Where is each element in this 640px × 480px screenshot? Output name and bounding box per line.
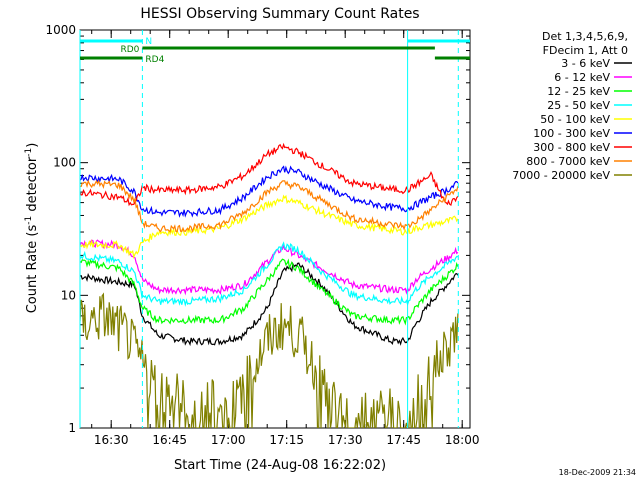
legend-label: 3 - 6 keV	[561, 57, 610, 70]
y-label-exp1: -1	[24, 216, 34, 225]
x-axis-label: Start Time (24-Aug-08 16:22:02)	[174, 458, 386, 473]
x-tick-label: 16:30	[94, 433, 129, 447]
legend: Det 1,3,4,5,6,9,FDecim 1, Att 03 - 6 keV…	[512, 30, 632, 182]
x-tick-label: 16:45	[152, 433, 187, 447]
legend-label: 300 - 800 keV	[533, 141, 610, 154]
legend-header: Det 1,3,4,5,6,9,	[542, 30, 628, 43]
legend-label: 25 - 50 keV	[547, 99, 610, 112]
plot-area: 1 10 100 1000 16:30 16:45 17:00 17:15 17:30 17:45…	[45, 23, 479, 447]
y-label-prefix: Count Rate (s	[25, 225, 40, 314]
y-axis-label: Count Rate (s-1 detector-1)	[24, 143, 40, 314]
legend-header: FDecim 1, Att 0	[543, 44, 628, 57]
x-tick-label: 17:00	[211, 433, 246, 447]
series-line	[80, 262, 459, 347]
series-line	[80, 292, 459, 428]
flag-label-rd0: RD0	[120, 45, 139, 55]
series-line	[80, 165, 459, 218]
series-group	[80, 142, 459, 428]
footer-timestamp: 18-Dec-2009 21:34	[559, 468, 636, 477]
y-tick-label: 100	[53, 156, 76, 170]
x-tick-label: 18:00	[445, 433, 480, 447]
x-tick-label: 17:45	[386, 433, 421, 447]
x-tick-label: 17:15	[269, 433, 304, 447]
y-tick-label: 1000	[45, 23, 76, 37]
series-line	[80, 239, 459, 296]
series-line	[80, 142, 459, 207]
y-label-suffix: )	[25, 143, 40, 148]
y-label-exp2: -1	[24, 148, 34, 157]
series-line	[80, 179, 459, 234]
legend-label: 6 - 12 keV	[554, 71, 610, 84]
chart-title: HESSI Observing Summary Count Rates	[140, 6, 419, 22]
series-line	[80, 241, 458, 307]
flag-label-n: N	[145, 37, 152, 47]
flag-label-rd4: RD4	[145, 55, 164, 65]
plot-frame	[79, 29, 471, 429]
legend-label: 50 - 100 keV	[540, 113, 610, 126]
series-line	[80, 258, 459, 326]
x-tick-label: 17:30	[328, 433, 363, 447]
series-line	[80, 194, 459, 260]
y-label-middle: detector	[25, 156, 40, 216]
y-tick-label: 10	[61, 288, 76, 302]
y-tick-label: 1	[68, 421, 76, 435]
legend-label: 100 - 300 keV	[533, 127, 610, 140]
legend-label: 12 - 25 keV	[547, 85, 610, 98]
legend-label: 800 - 7000 keV	[526, 155, 610, 168]
legend-label: 7000 - 20000 keV	[512, 169, 610, 182]
